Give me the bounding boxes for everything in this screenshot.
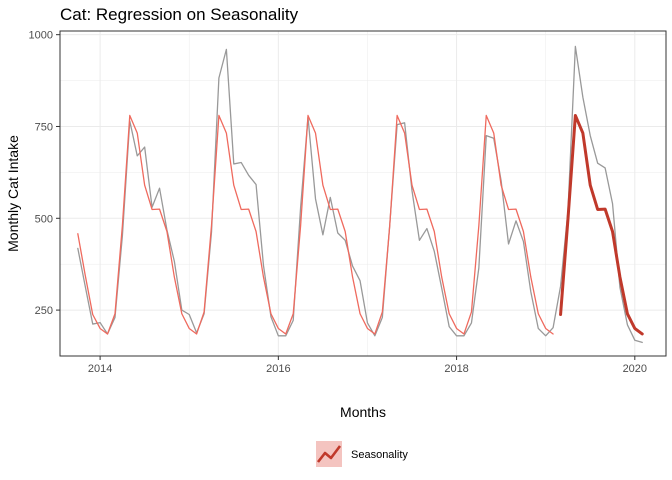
x-axis: 2014 2016 2018 2020 xyxy=(88,356,647,375)
legend-line-icon xyxy=(316,445,342,463)
plot-panel xyxy=(59,30,667,357)
chart-title: Cat: Regression on Seasonality xyxy=(60,5,299,24)
x-tick-label: 2018 xyxy=(444,363,468,375)
x-tick-label: 2020 xyxy=(623,363,647,375)
y-tick-label: 1000 xyxy=(29,30,53,42)
x-tick-label: 2016 xyxy=(266,363,290,375)
legend: Seasonality xyxy=(316,441,408,467)
x-tick-label: 2014 xyxy=(88,363,112,375)
x-axis-title: Months xyxy=(340,404,386,420)
major-gridlines xyxy=(60,31,666,356)
minor-gridlines xyxy=(60,31,666,356)
panel-border xyxy=(59,30,667,357)
series-layer xyxy=(77,45,644,344)
legend-label: Seasonality xyxy=(351,449,408,461)
y-axis: 250 500 750 1000 xyxy=(29,30,60,317)
forecast-series-line xyxy=(559,113,644,336)
fitted-series-line xyxy=(77,114,554,335)
actual-series-line xyxy=(77,45,643,344)
y-tick-label: 500 xyxy=(35,213,53,225)
legend-key-background xyxy=(316,441,342,467)
y-tick-label: 750 xyxy=(35,121,53,133)
y-tick-label: 250 xyxy=(35,305,53,317)
y-axis-title: Monthly Cat Intake xyxy=(5,135,21,252)
